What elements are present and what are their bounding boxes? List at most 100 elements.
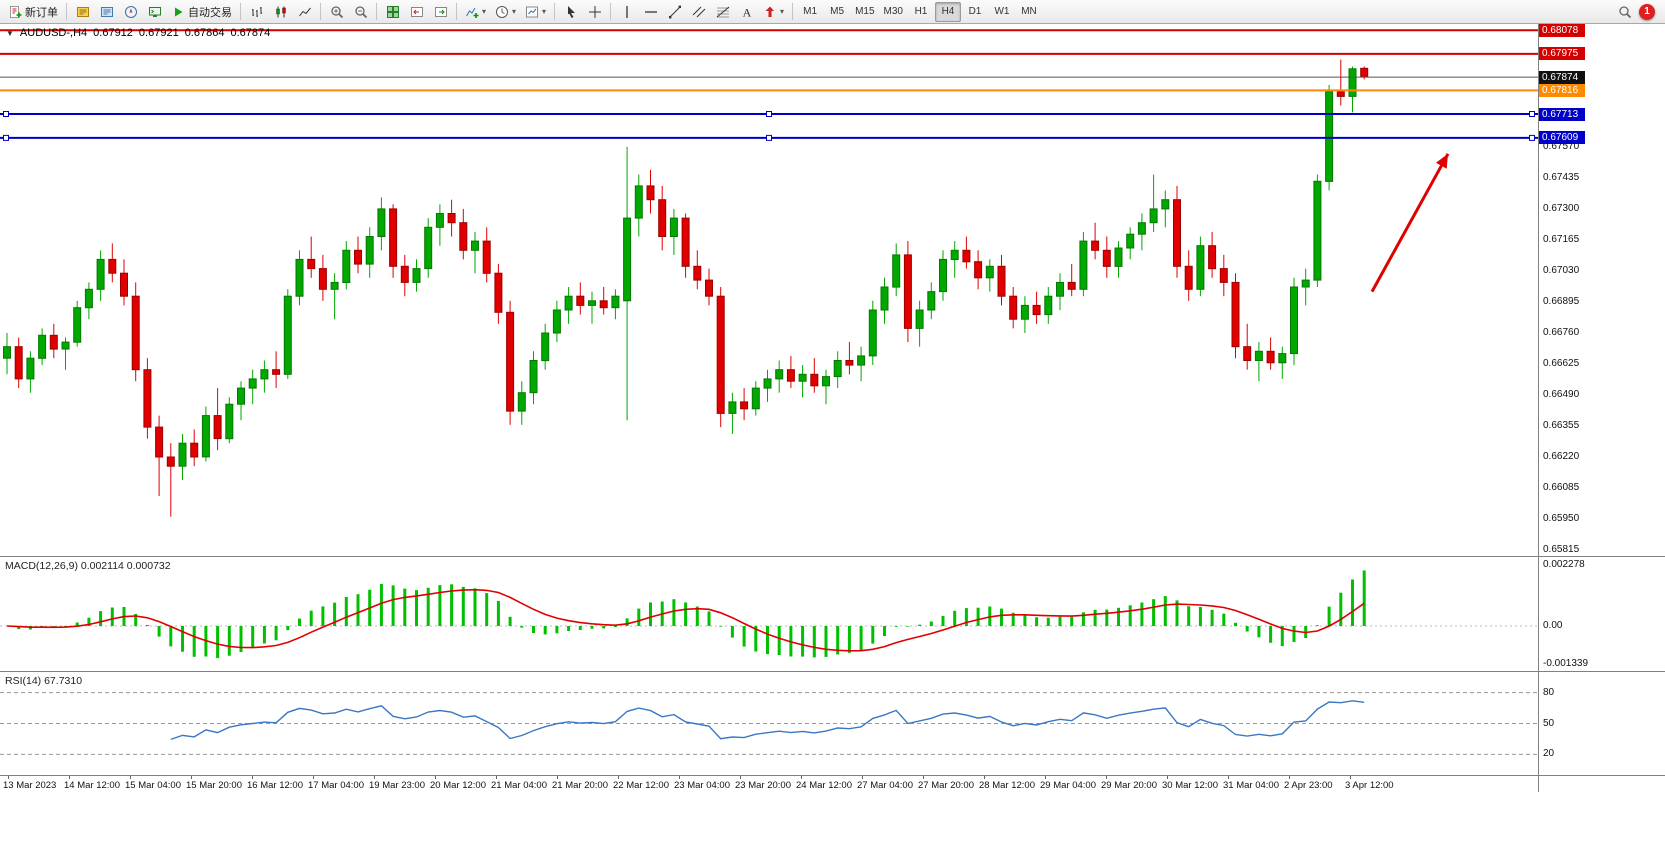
templates-button[interactable]: ▾ bbox=[521, 2, 550, 22]
time-axis-label: 14 Mar 12:00 bbox=[64, 780, 120, 791]
notifications-badge[interactable]: 1 bbox=[1639, 3, 1655, 20]
panel-divider[interactable] bbox=[0, 671, 1665, 672]
candle-body bbox=[588, 300, 596, 306]
price-tick-label: 0.65950 bbox=[1543, 513, 1580, 525]
timeframe-mn[interactable]: MN bbox=[1016, 2, 1042, 22]
time-tick bbox=[1350, 776, 1351, 779]
fibonacci-button[interactable] bbox=[711, 2, 734, 22]
crosshair-button[interactable] bbox=[583, 2, 606, 22]
symbol-period-label: AUDUSD-,H4 bbox=[19, 27, 88, 39]
data-window-button[interactable] bbox=[95, 2, 118, 22]
zoom-out-icon bbox=[354, 5, 367, 18]
zoom-out-button[interactable] bbox=[349, 2, 372, 22]
timeframe-h4[interactable]: H4 bbox=[934, 1, 961, 22]
search-icon bbox=[1618, 5, 1631, 18]
cursor-button[interactable] bbox=[559, 2, 582, 22]
candle-body bbox=[950, 249, 959, 261]
terminal-button[interactable] bbox=[143, 2, 166, 22]
time-tick bbox=[740, 776, 741, 779]
chart-shift-button[interactable] bbox=[405, 2, 428, 22]
time-tick bbox=[1289, 776, 1290, 779]
candle-body bbox=[400, 265, 409, 283]
candle-body bbox=[915, 309, 924, 329]
toolbar-separator bbox=[376, 3, 377, 20]
price-tick-label: 0.00 bbox=[1543, 619, 1563, 631]
horizontal-line-button[interactable] bbox=[639, 2, 662, 22]
candle-body bbox=[1219, 268, 1228, 283]
auto-scroll-button[interactable] bbox=[429, 2, 452, 22]
price-line-label: 0.68078 bbox=[1539, 24, 1585, 37]
macd-scale[interactable]: 0.002278 0.00 -0.001339 bbox=[1539, 557, 1665, 671]
time-tick bbox=[862, 776, 863, 779]
rsi-scale[interactable]: 80 50 20 bbox=[1539, 672, 1665, 775]
one-click-trading-toggle[interactable]: ▼ bbox=[6, 28, 14, 38]
candle-body bbox=[435, 213, 444, 228]
main-chart-plot[interactable] bbox=[0, 24, 1538, 556]
vertical-line-button[interactable] bbox=[615, 2, 638, 22]
rsi-panel-plot[interactable] bbox=[0, 672, 1538, 775]
arrows-button[interactable]: ▾ bbox=[759, 2, 788, 22]
price-tick-label: 0.66220 bbox=[1543, 450, 1580, 462]
time-tick bbox=[496, 776, 497, 779]
price-line-label: 0.67816 bbox=[1539, 83, 1585, 97]
candle-body bbox=[927, 291, 936, 311]
candle-body bbox=[611, 295, 620, 309]
timeframe-m5[interactable]: M5 bbox=[824, 2, 850, 22]
timeframe-d1[interactable]: D1 bbox=[962, 2, 988, 22]
svg-text:A: A bbox=[742, 5, 751, 19]
auto-trading-button[interactable]: 自动交易 bbox=[167, 2, 236, 22]
price-tick-label: 0.66625 bbox=[1543, 357, 1580, 369]
line-chart-icon bbox=[298, 7, 311, 16]
text-button[interactable]: A bbox=[735, 2, 758, 22]
line-handle[interactable] bbox=[1529, 134, 1535, 141]
time-axis-label: 27 Mar 04:00 bbox=[857, 780, 913, 791]
time-axis-label: 24 Mar 12:00 bbox=[796, 780, 852, 791]
bar-chart-button[interactable] bbox=[245, 2, 268, 22]
indicators-button[interactable]: ▾ bbox=[461, 2, 490, 22]
search-button[interactable] bbox=[1613, 2, 1636, 22]
arrow-object-head[interactable] bbox=[1436, 153, 1448, 169]
time-axis-label: 20 Mar 12:00 bbox=[430, 780, 486, 791]
candle-body bbox=[751, 387, 760, 410]
new-order-button[interactable]: 新订单 bbox=[4, 2, 62, 22]
auto-trading-icon bbox=[175, 7, 183, 16]
timeframe-h1[interactable]: H1 bbox=[908, 2, 934, 22]
timeframe-m1[interactable]: M1 bbox=[797, 2, 823, 22]
time-axis[interactable]: 13 Mar 2023 14 Mar 12:00 15 Mar 04:00 15 Ma… bbox=[0, 775, 1665, 792]
navigator-button[interactable] bbox=[119, 2, 142, 22]
time-tick bbox=[130, 776, 131, 779]
trendline-button[interactable] bbox=[663, 2, 686, 22]
candle-body bbox=[810, 373, 819, 387]
candle-body bbox=[178, 442, 187, 467]
timeframe-w1[interactable]: W1 bbox=[989, 2, 1015, 22]
line-handle[interactable] bbox=[3, 134, 9, 141]
arrow-object[interactable] bbox=[1370, 153, 1450, 293]
equidistant-channel-button[interactable] bbox=[687, 2, 710, 22]
zoom-in-button[interactable] bbox=[325, 2, 348, 22]
candlestick-chart-button[interactable] bbox=[269, 2, 292, 22]
macd-panel-plot[interactable] bbox=[0, 557, 1538, 671]
periods-button[interactable]: ▾ bbox=[491, 2, 520, 22]
candle-body bbox=[26, 357, 35, 380]
line-handle[interactable] bbox=[766, 134, 772, 141]
price-tick-label: 80 bbox=[1543, 686, 1555, 698]
bar-chart-icon bbox=[251, 6, 262, 17]
candle-body bbox=[377, 208, 386, 237]
candle-body bbox=[143, 369, 152, 428]
candle-body bbox=[1184, 265, 1193, 290]
ohlc-open: 0.67912 bbox=[93, 27, 133, 39]
timeframe-m30[interactable]: M30 bbox=[880, 2, 907, 22]
price-tick-label: 0.66895 bbox=[1543, 295, 1580, 307]
market-watch-button[interactable] bbox=[71, 2, 94, 22]
tile-windows-button[interactable] bbox=[381, 2, 404, 22]
candle-body bbox=[868, 309, 877, 357]
panel-divider[interactable] bbox=[0, 556, 1665, 557]
candle-body bbox=[1208, 245, 1217, 270]
price-tick-label: 0.66760 bbox=[1543, 326, 1580, 338]
line-handle[interactable] bbox=[766, 111, 772, 117]
timeframe-m15[interactable]: M15 bbox=[851, 2, 878, 22]
line-handle[interactable] bbox=[1529, 111, 1535, 117]
line-chart-button[interactable] bbox=[293, 2, 316, 22]
price-scale[interactable]: 0.67570 0.67435 0.67300 0.67165 0.67030 0.668… bbox=[1539, 24, 1665, 556]
line-handle[interactable] bbox=[3, 111, 9, 117]
